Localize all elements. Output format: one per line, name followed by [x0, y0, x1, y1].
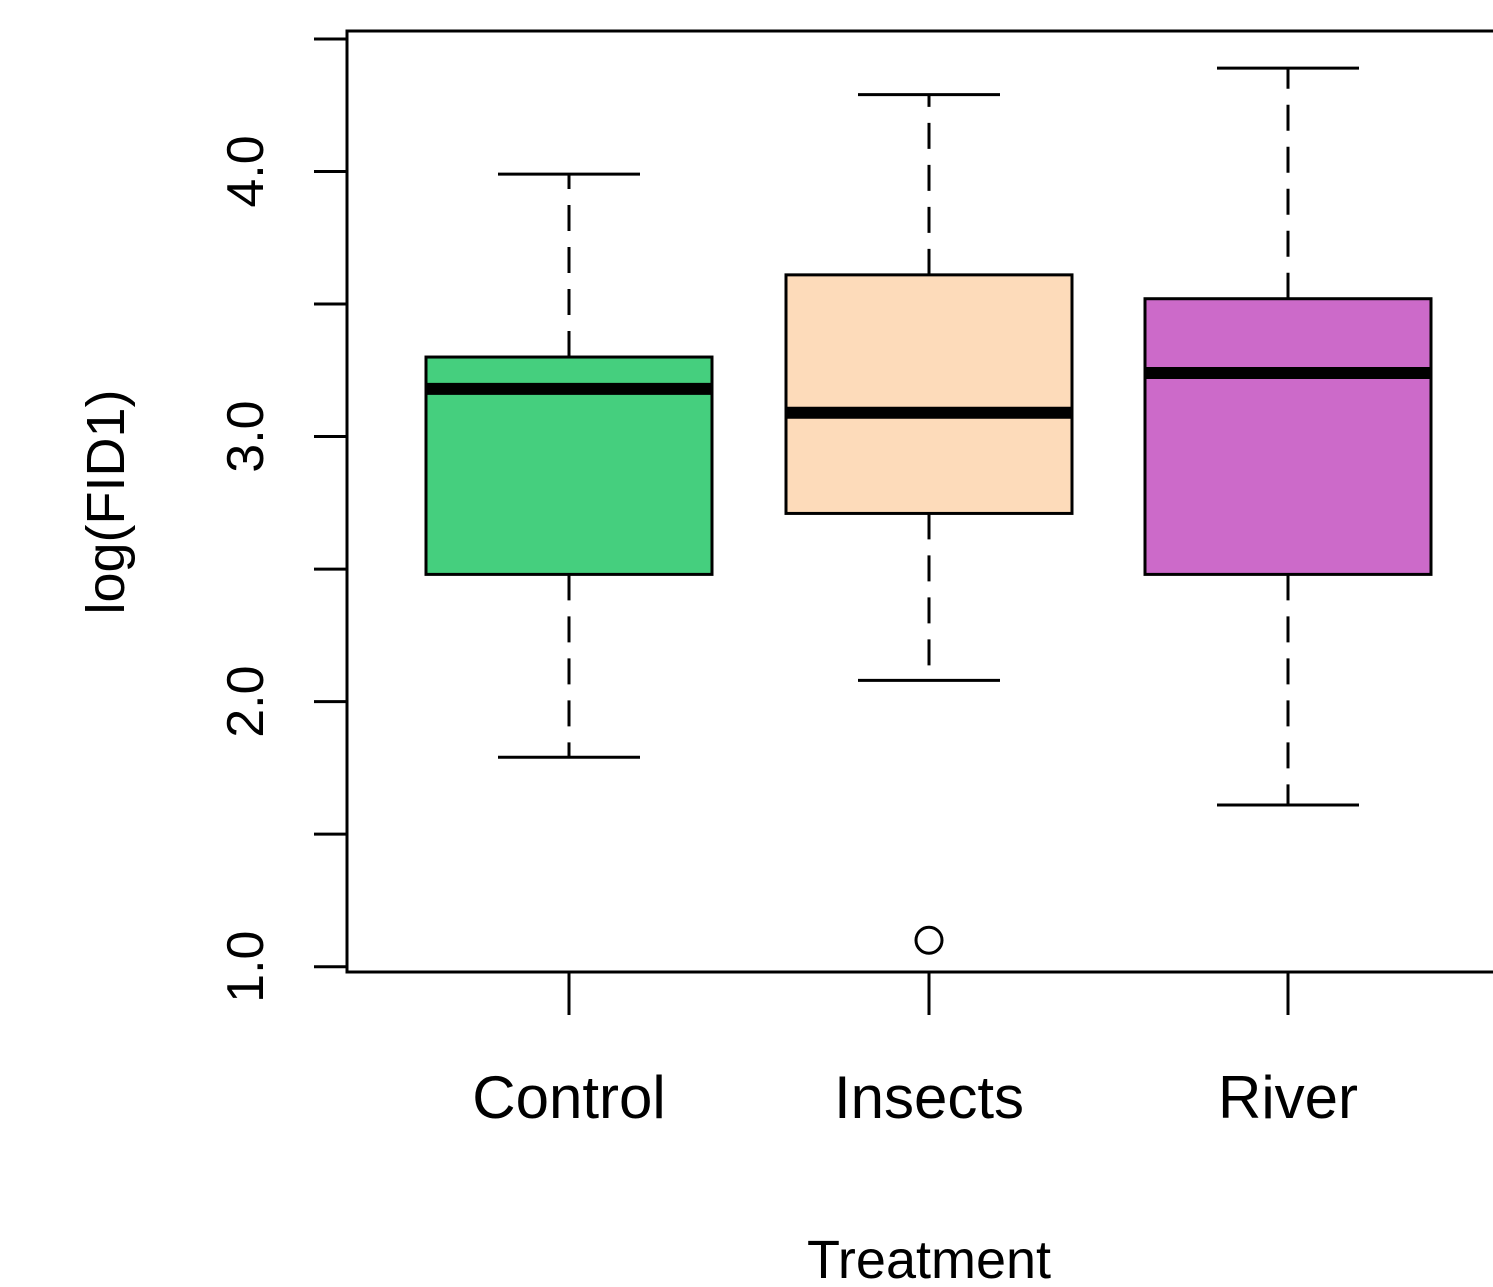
- y-tick-label: 1.0: [217, 931, 275, 1003]
- x-tick-label-insects: Insects: [834, 1064, 1024, 1131]
- x-tick-label-river: River: [1218, 1064, 1358, 1131]
- iqr-box: [1143, 297, 1433, 576]
- boxes-group: [424, 66, 1433, 955]
- plot-frame: [345, 29, 1493, 974]
- y-axis: 1.0 2.0 3.0 4.0: [217, 37, 347, 1003]
- box-insects: [784, 93, 1074, 955]
- x-tick-label-control: Control: [472, 1064, 665, 1131]
- x-axis: Control Insects River: [472, 972, 1358, 1131]
- box-control: [424, 172, 714, 759]
- y-tick-label: 4.0: [217, 135, 275, 207]
- y-tick-label: 3.0: [217, 400, 275, 472]
- iqr-box: [784, 273, 1074, 515]
- outlier-point: [914, 925, 944, 955]
- y-axis-title: log(FID1): [76, 389, 136, 614]
- x-axis-title: Treatment: [807, 1230, 1051, 1287]
- box-river: [1143, 66, 1433, 807]
- plot-border: [345, 29, 1493, 974]
- y-tick-label: 2.0: [217, 665, 275, 737]
